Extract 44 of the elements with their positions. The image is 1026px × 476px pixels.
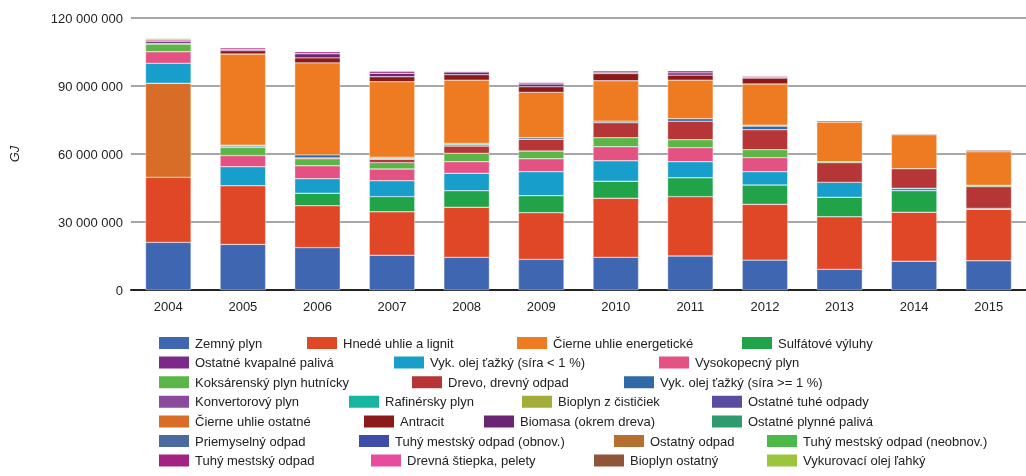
x-tick-label: 2008 (452, 299, 482, 314)
legend-label: Rafinérsky plyn (385, 394, 474, 410)
x-tick-label: 2010 (601, 299, 631, 314)
legend-label: Sulfátové výluhy (778, 335, 874, 351)
legend-label: Ostatné tuhé odpady (748, 394, 870, 410)
y-tick-label: 120 000 000 (50, 10, 123, 26)
legend-label: Vykurovací olej ľahký (803, 453, 927, 469)
x-tick-label: 2007 (377, 299, 407, 314)
x-tick-label: 2004 (153, 299, 183, 314)
x-tick-label: 2012 (750, 299, 780, 314)
legend-label: Hnedé uhlie a lignit (343, 335, 454, 351)
legend-label: Bioplyn z čističiek (558, 394, 661, 410)
y-tick-label: 60 000 000 (57, 146, 123, 162)
legend-label: Vyk. olej ťažký (síra < 1 %) (430, 355, 586, 371)
legend-label: Zemný plyn (195, 335, 263, 351)
legend-label: Ostatný odpad (650, 433, 735, 449)
x-tick-label: 2013 (825, 299, 854, 314)
x-tick-label: 2009 (526, 299, 556, 314)
legend-label: Koksárenský plyn hutnícky (195, 374, 350, 390)
legend-label: Biomasa (okrem dreva) (520, 413, 656, 429)
legend-label: Drevo, drevný odpad (448, 374, 569, 390)
y-axis-title: GJ (7, 145, 22, 163)
y-tick-label: 30 000 000 (57, 214, 123, 230)
legend-label: Tuhý mestský odpad (195, 453, 315, 469)
legend-label: Drevná štiepka, pelety (407, 453, 537, 469)
legend-label: Čierne uhlie ostatné (195, 413, 311, 429)
x-tick-label: 2015 (974, 299, 1004, 314)
y-tick-label: 90 000 000 (57, 78, 123, 94)
legend-label: Priemyselný odpad (195, 433, 306, 449)
legend-label: Čierne uhlie energetické (553, 335, 694, 351)
x-tick-label: 2011 (676, 299, 705, 314)
legend-label: Bioplyn ostatný (630, 453, 719, 469)
legend-label: Antracit (400, 413, 445, 429)
x-tick-label: 2014 (899, 299, 929, 314)
legend-label: Vysokopecný plyn (695, 355, 800, 371)
x-tick-label: 2006 (303, 299, 332, 314)
legend-label: Ostatné kvapalné palivá (195, 355, 335, 371)
legend-label: Tuhý mestský odpad (obnov.) (395, 433, 565, 449)
y-tick-label: 0 (115, 282, 123, 298)
legend-label: Konvertorový plyn (195, 394, 300, 410)
legend-label: Tuhý mestský odpad (neobnov.) (803, 433, 988, 449)
legend-label: Vyk. olej ťažký (síra >= 1 %) (660, 374, 823, 390)
x-tick-label: 2005 (228, 299, 258, 314)
legend-label: Ostatné plynné palivá (748, 413, 874, 429)
